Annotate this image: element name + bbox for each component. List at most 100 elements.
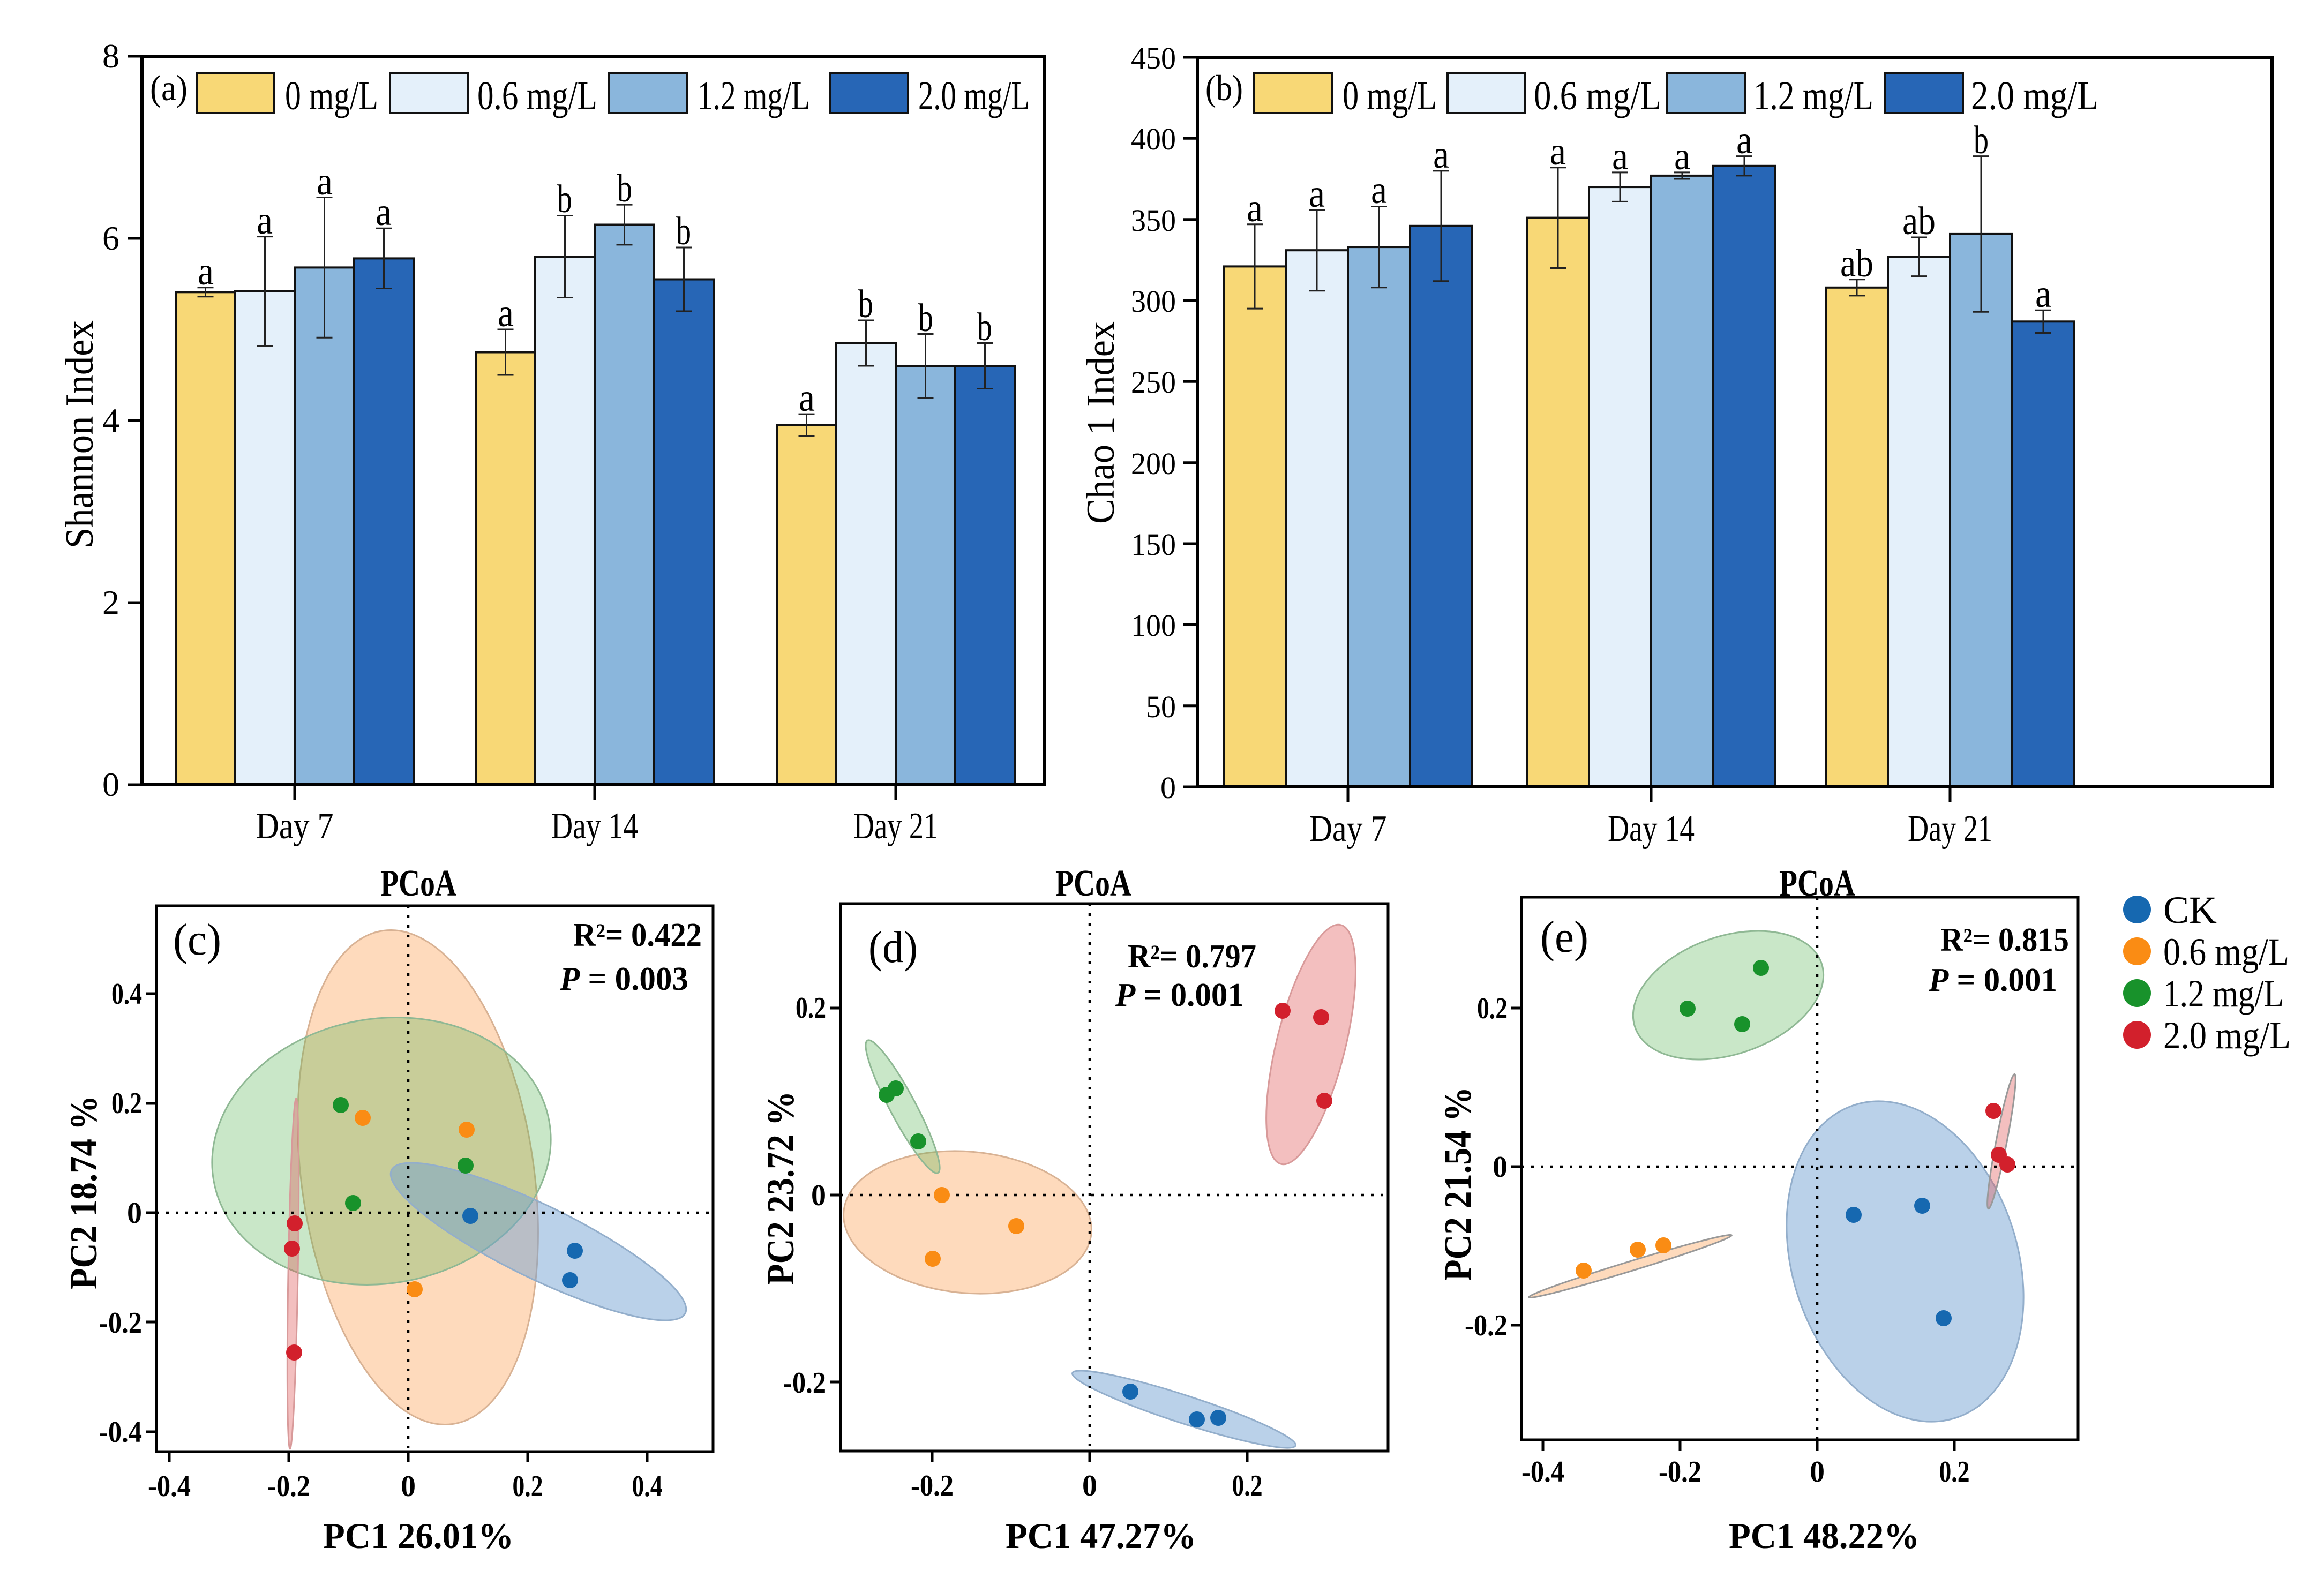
svg-text:a: a [1550,130,1566,174]
svg-text:R²= 0.797: R²= 0.797 [1128,938,1256,975]
svg-text:-0.2: -0.2 [1465,1309,1508,1342]
svg-text:(c): (c) [173,915,221,965]
svg-text:a: a [1247,186,1263,230]
svg-text:150: 150 [1131,527,1176,562]
svg-text:0.2: 0.2 [1477,992,1508,1025]
svg-text:0: 0 [127,1197,142,1230]
svg-text:b: b [858,282,873,326]
svg-text:0.2: 0.2 [796,991,826,1025]
svg-text:6: 6 [102,219,119,257]
svg-text:a: a [1309,172,1325,216]
svg-text:2.0 mg/L: 2.0 mg/L [1971,73,2098,118]
svg-text:a: a [1736,118,1752,162]
svg-text:4: 4 [102,401,119,439]
svg-text:Shannon Index: Shannon Index [58,320,102,548]
svg-text:200: 200 [1131,446,1176,481]
svg-text:P = 0.001: P = 0.001 [1928,962,2057,998]
svg-text:0.2: 0.2 [111,1087,142,1120]
svg-text:a: a [1674,134,1690,178]
svg-text:P = 0.001: P = 0.001 [1115,977,1244,1013]
svg-text:0: 0 [1493,1151,1508,1184]
svg-text:a: a [1433,133,1449,177]
svg-text:b: b [1974,118,1989,162]
svg-text:(d): (d) [868,922,918,972]
svg-text:b: b [617,167,632,211]
svg-text:0.2: 0.2 [1232,1469,1263,1502]
svg-text:ab: ab [1840,242,1873,285]
svg-text:300: 300 [1131,284,1176,319]
svg-text:-0.2: -0.2 [1659,1455,1701,1489]
svg-text:P = 0.003: P = 0.003 [559,961,688,997]
svg-text:0.6 mg/L: 0.6 mg/L [477,73,597,118]
svg-text:PC2 18.74 %: PC2 18.74 % [62,1095,105,1289]
svg-text:0: 0 [1160,770,1176,805]
svg-text:PC2 21.54 %: PC2 21.54 % [1436,1087,1479,1281]
svg-text:100: 100 [1131,608,1176,643]
svg-text:Day 21: Day 21 [853,806,938,847]
svg-text:Day 14: Day 14 [551,806,638,847]
svg-text:PC1 48.22%: PC1 48.22% [1729,1515,1920,1556]
svg-text:250: 250 [1131,365,1176,400]
svg-text:R²= 0.422: R²= 0.422 [573,917,702,953]
svg-text:0: 0 [811,1179,826,1212]
svg-text:400: 400 [1131,122,1176,156]
svg-text:2.0 mg/L: 2.0 mg/L [2163,1014,2291,1057]
svg-text:1.2 mg/L: 1.2 mg/L [2163,972,2284,1015]
svg-text:a: a [799,376,815,420]
svg-text:CK: CK [2163,889,2217,931]
svg-text:PCoA: PCoA [1779,863,1855,904]
svg-text:0.2: 0.2 [1939,1455,1970,1489]
svg-text:8: 8 [102,37,119,75]
svg-text:Day 7: Day 7 [256,806,334,847]
svg-text:1.2 mg/L: 1.2 mg/L [1753,73,1873,118]
svg-text:0.6 mg/L: 0.6 mg/L [2163,930,2289,973]
svg-text:a: a [317,160,333,204]
svg-text:PC2 23.72 %: PC2 23.72 % [759,1091,802,1285]
svg-text:Chao 1 Index: Chao 1 Index [1079,321,1123,524]
svg-text:b: b [918,296,933,340]
svg-text:0.6 mg/L: 0.6 mg/L [1534,73,1661,118]
svg-text:PC1 47.27%: PC1 47.27% [1006,1515,1196,1556]
svg-text:50: 50 [1146,689,1176,724]
svg-text:-0.2: -0.2 [783,1366,826,1400]
svg-text:0: 0 [102,765,119,803]
svg-text:ab: ab [1902,199,1936,243]
svg-text:-0.4: -0.4 [1521,1455,1564,1489]
svg-text:(a): (a) [150,67,188,108]
svg-text:PC1 26.01%: PC1 26.01% [323,1515,514,1556]
svg-text:0 mg/L: 0 mg/L [1343,73,1437,118]
svg-text:b: b [977,305,992,349]
svg-text:(e): (e) [1540,912,1588,962]
svg-text:350: 350 [1131,203,1176,238]
svg-text:0.4: 0.4 [111,978,142,1011]
svg-text:-0.2: -0.2 [911,1469,954,1502]
svg-text:R²= 0.815: R²= 0.815 [1940,922,2069,958]
svg-text:a: a [1371,168,1387,212]
svg-text:0.4: 0.4 [632,1470,663,1503]
svg-text:PCoA: PCoA [380,863,456,904]
svg-text:PCoA: PCoA [1055,863,1131,904]
svg-text:Day 14: Day 14 [1608,808,1695,850]
svg-text:(b): (b) [1205,67,1243,108]
svg-text:-0.2: -0.2 [267,1470,310,1503]
svg-text:a: a [198,250,214,294]
svg-text:0: 0 [1082,1469,1097,1502]
svg-text:Day 7: Day 7 [1309,808,1387,850]
svg-text:b: b [557,177,572,221]
svg-text:b: b [676,209,691,253]
svg-text:a: a [257,199,273,243]
svg-text:a: a [1612,134,1628,178]
svg-text:0.2: 0.2 [513,1470,543,1503]
svg-text:2: 2 [102,583,119,621]
svg-text:2.0 mg/L: 2.0 mg/L [918,73,1030,118]
svg-text:-0.4: -0.4 [148,1470,191,1503]
svg-text:-0.4: -0.4 [99,1416,142,1449]
svg-text:0 mg/L: 0 mg/L [285,73,378,118]
svg-text:-0.2: -0.2 [99,1306,142,1340]
svg-text:a: a [2035,272,2051,316]
svg-text:a: a [498,291,514,335]
svg-text:0: 0 [401,1470,416,1503]
svg-text:450: 450 [1131,41,1176,76]
svg-text:0: 0 [1810,1455,1825,1489]
svg-text:1.2 mg/L: 1.2 mg/L [698,73,810,118]
